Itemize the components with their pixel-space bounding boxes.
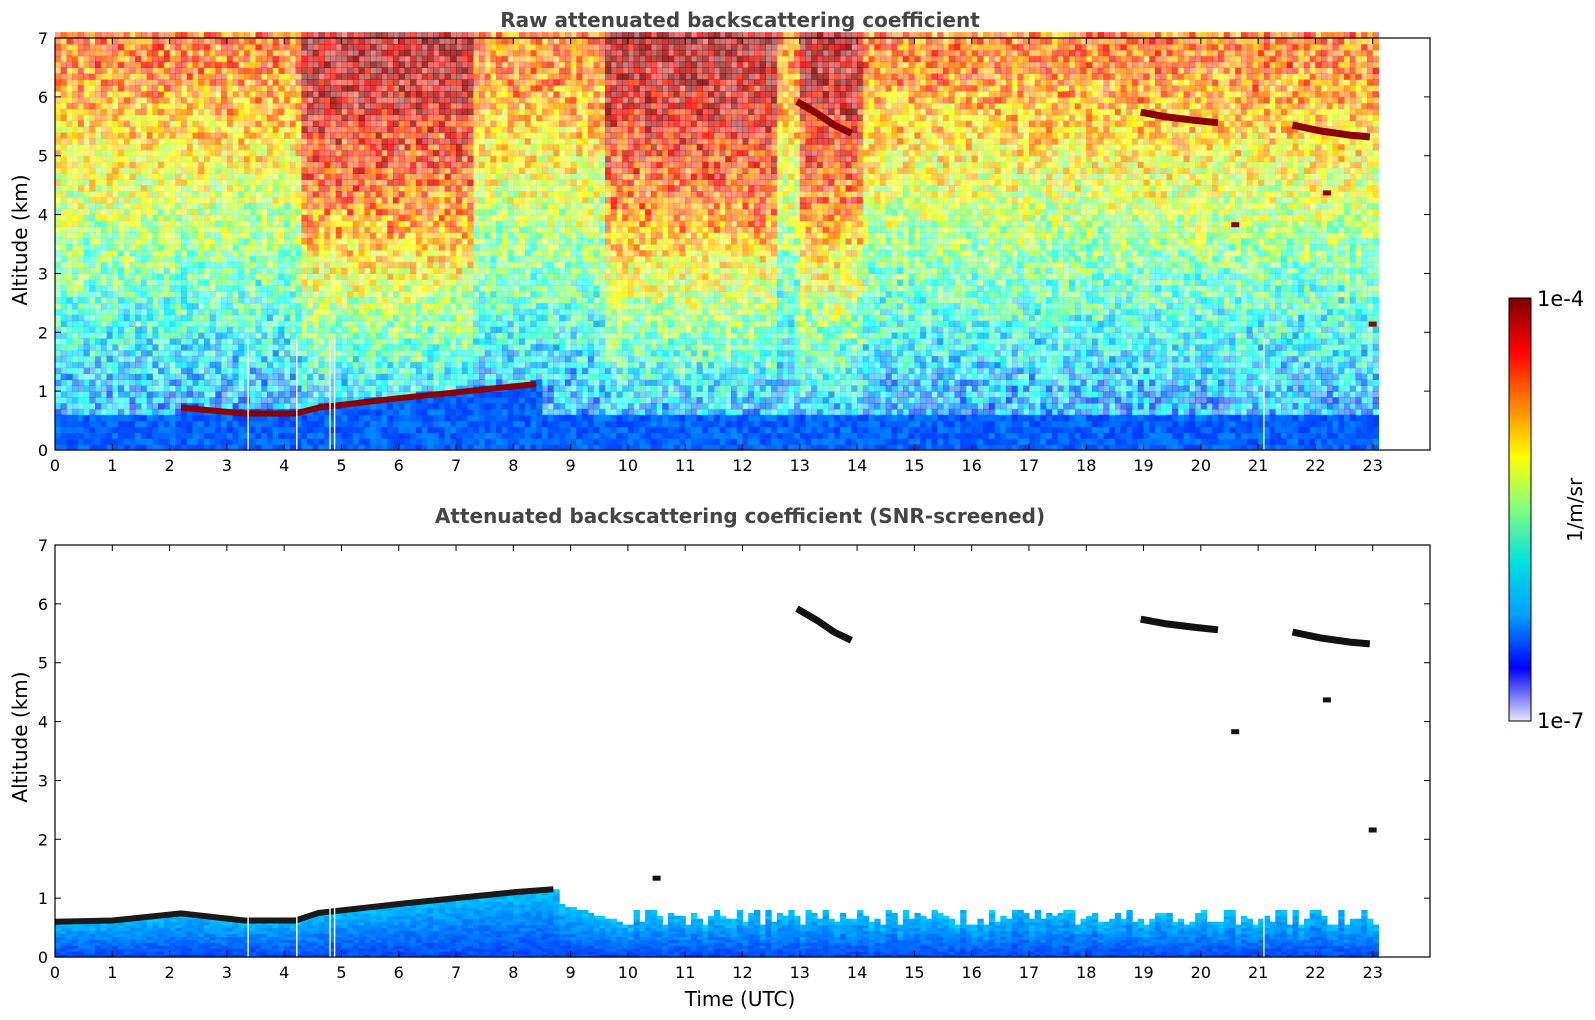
cloud-mark: [795, 98, 853, 137]
cloud-mark: [1322, 190, 1331, 196]
y-tick-label: 3: [38, 771, 48, 790]
x-tick-label: 1: [107, 963, 117, 982]
x-tick-label: 3: [222, 456, 232, 475]
bottom-panel-title: Attenuated backscattering coefficient (S…: [435, 504, 1045, 528]
x-tick-label: 0: [50, 456, 60, 475]
x-tick-label: 15: [904, 963, 924, 982]
cloud-mark: [1140, 108, 1219, 127]
x-tick-label: 5: [336, 456, 346, 475]
top-panel-y-axis-label: Altitude (km): [8, 174, 32, 305]
x-tick-label: 4: [279, 963, 289, 982]
cloud-mark: [1291, 121, 1371, 141]
top-panel-plot: 0 1 2 3 4 5 6 7 8 9 10 11 12 13 14 15 16 17 18 19 20 21 22 2301…: [38, 29, 1431, 475]
cloud-mark: [1231, 222, 1240, 228]
x-tick-label: 19: [1133, 963, 1153, 982]
cloud-mark: [795, 605, 853, 644]
y-tick-label: 5: [38, 654, 48, 673]
y-tick-label: 1: [38, 382, 48, 401]
x-tick-label: 2: [164, 456, 174, 475]
x-tick-label: 16: [961, 963, 981, 982]
x-tick-label: 7: [451, 456, 461, 475]
x-tick-label: 13: [790, 456, 810, 475]
bottom-panel-x-axis-label: Time (UTC): [684, 987, 796, 1011]
x-tick-label: 3: [222, 963, 232, 982]
x-tick-label: 23: [1363, 963, 1383, 982]
cloud-mark: [1368, 827, 1377, 833]
x-tick-label: 6: [394, 456, 404, 475]
x-tick-label: 16: [961, 456, 981, 475]
x-tick-label: 8: [508, 963, 518, 982]
x-tick-label: 20: [1191, 456, 1211, 475]
x-tick-label: 17: [1019, 963, 1039, 982]
x-tick-label: 9: [566, 456, 576, 475]
x-tick-label: 15: [904, 456, 924, 475]
x-tick-label: 17: [1019, 456, 1039, 475]
x-tick-label: 6: [394, 963, 404, 982]
boundary-layer-top-mark: [54, 886, 554, 925]
x-tick-label: 12: [732, 456, 752, 475]
bottom-panel-plot: 0 1 2 3 4 5 6 7 8 9 10 11 12 13 14 15 16 17 18 19 20 21 22 2301…: [38, 536, 1431, 982]
y-tick-label: 2: [38, 323, 48, 342]
x-tick-label: 14: [847, 456, 867, 475]
y-tick-label: 0: [38, 948, 48, 967]
x-tick-label: 2: [164, 963, 174, 982]
x-tick-label: 22: [1305, 456, 1325, 475]
colorbar-max-label: 1e-4: [1537, 287, 1584, 311]
y-tick-label: 4: [38, 713, 48, 732]
colorbar-unit-label: 1/m/sr: [1563, 477, 1587, 542]
x-tick-label: 19: [1133, 456, 1153, 475]
top-panel-title: Raw attenuated backscattering coefficien…: [500, 8, 980, 32]
x-tick-label: 0: [50, 963, 60, 982]
x-tick-label: 11: [675, 963, 695, 982]
cloud-mark: [1291, 628, 1371, 648]
y-tick-label: 0: [38, 441, 48, 460]
boundary-layer-top-mark: [180, 381, 537, 417]
colorbar-min-label: 1e-7: [1537, 709, 1584, 733]
bottom-panel-y-axis-label: Altitude (km): [8, 671, 32, 802]
x-tick-label: 21: [1248, 963, 1268, 982]
x-tick-label: 22: [1305, 963, 1325, 982]
x-tick-label: 13: [790, 963, 810, 982]
x-tick-label: 7: [451, 963, 461, 982]
y-tick-label: 2: [38, 830, 48, 849]
x-tick-label: 14: [847, 963, 867, 982]
cloud-mark: [652, 875, 661, 881]
x-tick-label: 18: [1076, 456, 1096, 475]
y-tick-label: 1: [38, 889, 48, 908]
x-tick-label: 10: [618, 963, 638, 982]
x-tick-label: 12: [732, 963, 752, 982]
y-tick-label: 7: [38, 29, 48, 48]
y-tick-label: 6: [38, 595, 48, 614]
y-tick-label: 5: [38, 147, 48, 166]
cloud-mark: [1140, 615, 1219, 634]
heatmap-field: [55, 32, 1379, 451]
x-tick-label: 4: [279, 456, 289, 475]
x-tick-label: 21: [1248, 456, 1268, 475]
colorbar: [1508, 297, 1532, 722]
y-tick-label: 6: [38, 88, 48, 107]
cloud-mark: [1368, 321, 1377, 327]
y-tick-label: 4: [38, 206, 48, 225]
cloud-mark: [1231, 729, 1240, 735]
x-tick-label: 10: [618, 456, 638, 475]
y-tick-label: 7: [38, 536, 48, 555]
x-tick-label: 11: [675, 456, 695, 475]
x-tick-label: 18: [1076, 963, 1096, 982]
x-tick-label: 8: [508, 456, 518, 475]
x-tick-label: 1: [107, 456, 117, 475]
cloud-mark: [1322, 697, 1331, 703]
y-tick-label: 3: [38, 264, 48, 283]
x-tick-label: 23: [1363, 456, 1383, 475]
x-tick-label: 20: [1191, 963, 1211, 982]
x-tick-label: 5: [336, 963, 346, 982]
x-tick-label: 9: [566, 963, 576, 982]
